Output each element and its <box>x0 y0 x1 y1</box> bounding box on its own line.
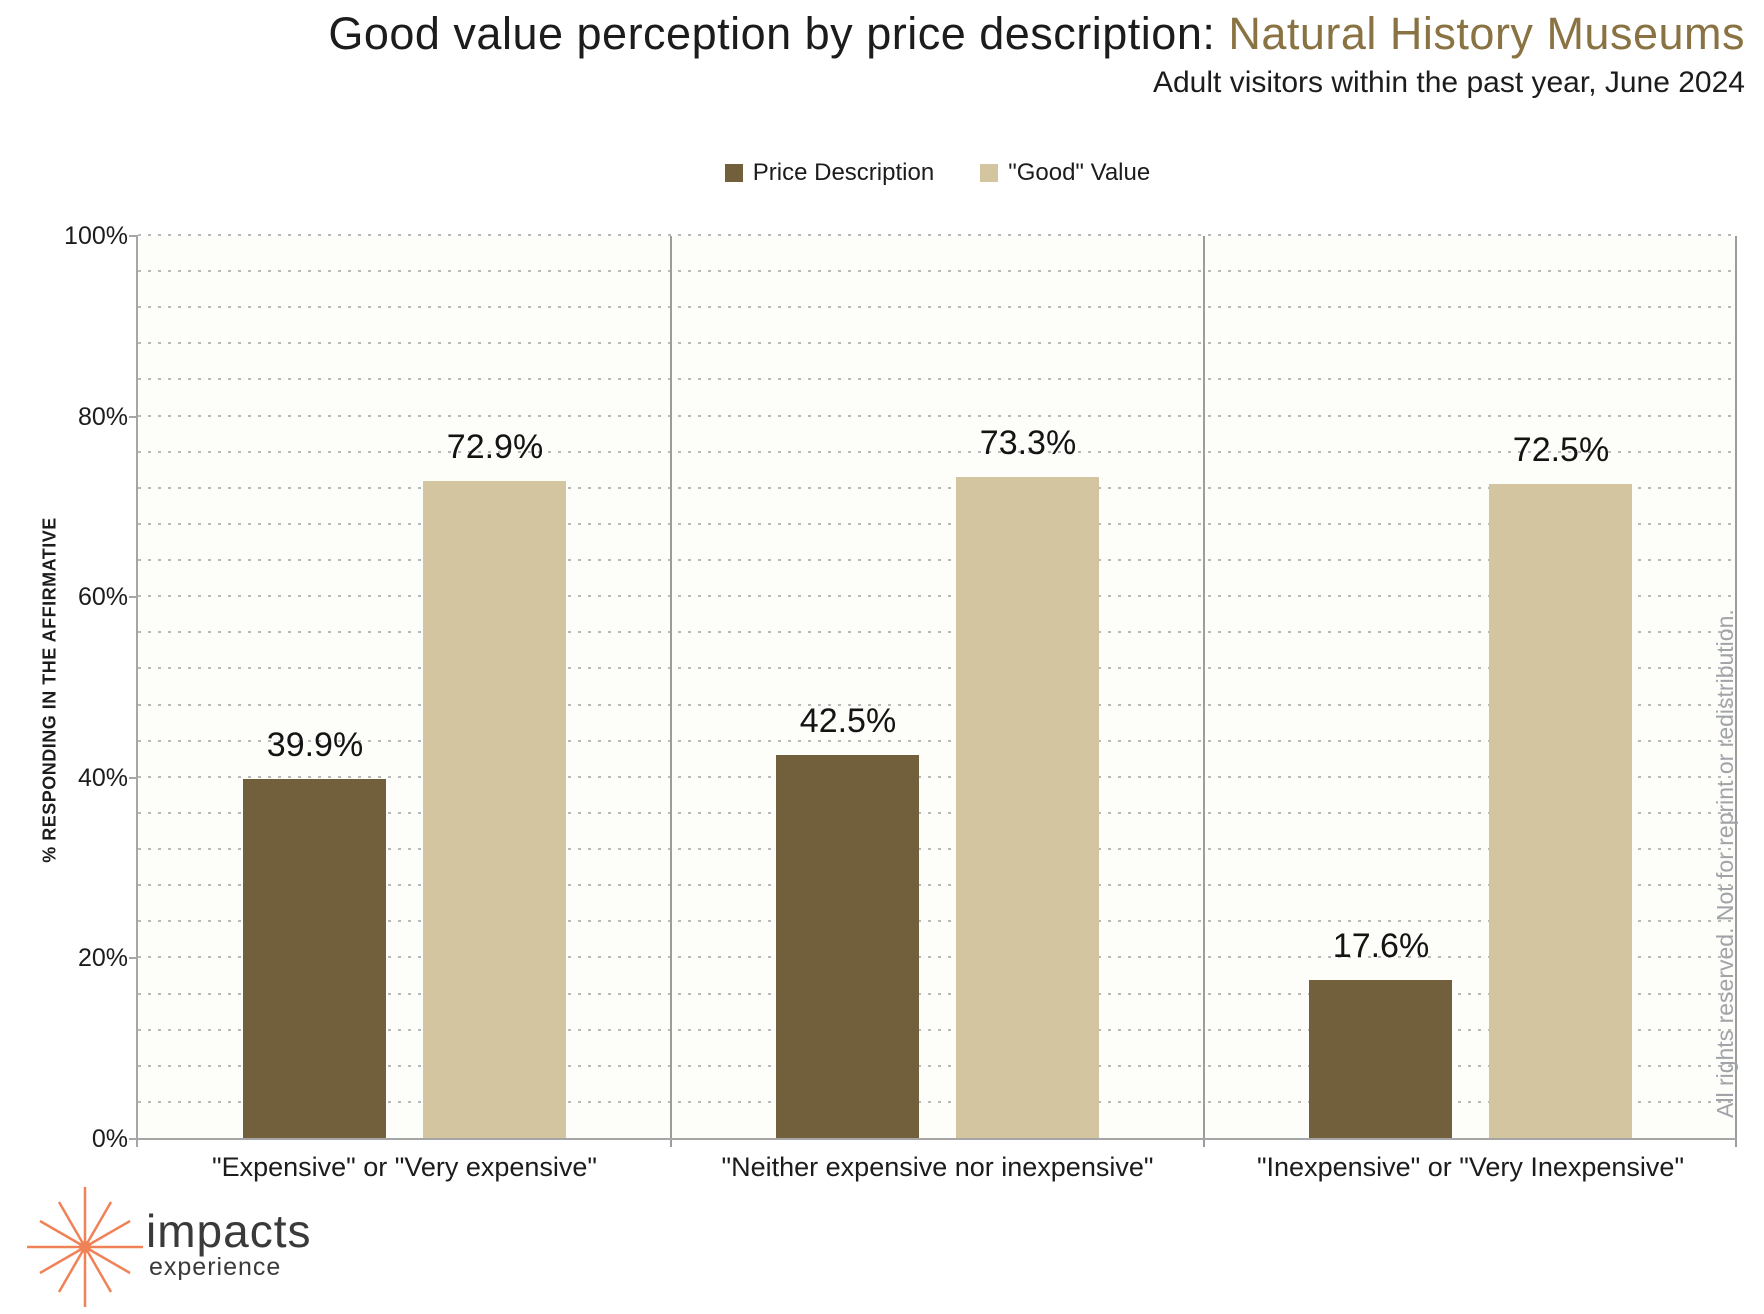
impacts-logo-icon <box>20 1182 150 1314</box>
bar-price-description-1 <box>776 755 919 1139</box>
x-axis-line <box>138 1138 1737 1140</box>
gridline <box>138 992 1737 995</box>
y-tick-label: 100% <box>64 222 128 250</box>
value-label: 73.3% <box>979 424 1077 463</box>
y-axis-line <box>136 236 138 1147</box>
gridline <box>138 378 1737 381</box>
logo-experience-text: experience <box>149 1253 282 1281</box>
bar-good-value-1 <box>956 477 1099 1139</box>
gridline <box>138 234 1737 236</box>
y-tick <box>129 416 138 418</box>
bar-good-value-2 <box>1489 484 1632 1139</box>
chart-title-highlight: Natural History Museums <box>1228 8 1745 59</box>
gridline <box>138 667 1737 670</box>
value-label: 72.9% <box>446 427 544 466</box>
y-axis-title: % RESPONDING IN THE AFFIRMATIVE <box>39 517 60 863</box>
gridline <box>138 559 1737 562</box>
gridline <box>138 811 1737 814</box>
legend-swatch-icon <box>980 164 999 182</box>
gridline <box>138 703 1737 706</box>
gridline <box>138 270 1737 273</box>
chart-title: Good value perception by price descripti… <box>328 8 1745 60</box>
plot-area: 39.9% 72.9% 42.5% 73.3% 17.6% 72.5% <box>138 234 1737 1147</box>
y-tick <box>129 777 138 779</box>
legend-label: "Good" Value <box>1008 159 1151 186</box>
panel-divider <box>1203 236 1205 1147</box>
gridline <box>138 414 1737 417</box>
gridline <box>138 631 1737 634</box>
value-label: 72.5% <box>1512 431 1610 470</box>
gridline <box>138 306 1737 309</box>
plot-right-border <box>1735 236 1737 1147</box>
gridline <box>138 739 1737 742</box>
bar-price-description-2 <box>1309 980 1452 1139</box>
category-label: "Expensive" or "Very expensive" <box>211 1152 598 1182</box>
gridline <box>138 956 1737 959</box>
legend-swatch-icon <box>724 164 743 182</box>
gridline <box>138 522 1737 525</box>
y-tick-label: 20% <box>77 944 128 972</box>
y-tick-label: 80% <box>77 403 128 431</box>
gridline <box>138 486 1737 489</box>
panel-divider <box>670 236 672 1147</box>
y-tick <box>129 596 138 598</box>
category-label: "Inexpensive" or "Very Inexpensive" <box>1256 1152 1685 1182</box>
gridline <box>138 1028 1737 1031</box>
category-label: "Neither expensive nor inexpensive" <box>721 1152 1154 1182</box>
y-tick <box>129 235 138 237</box>
legend-label: Price Description <box>752 159 935 186</box>
gridline <box>138 920 1737 923</box>
bar-price-description-0 <box>243 778 386 1139</box>
chart-subtitle: Adult visitors within the past year, Jun… <box>1152 66 1745 99</box>
logo-impacts-text: impacts <box>146 1205 312 1257</box>
chart-title-text: Good value perception by price descripti… <box>328 8 1229 59</box>
legend: Price Description "Good" Value <box>138 158 1737 188</box>
bar-good-value-0 <box>423 480 566 1139</box>
y-tick <box>129 957 138 959</box>
gridline <box>138 342 1737 345</box>
gridline <box>138 595 1737 598</box>
y-tick <box>129 1138 138 1140</box>
legend-item: "Good" Value <box>980 159 1150 187</box>
legend-item: Price Description <box>724 159 935 187</box>
y-tick-label: 40% <box>77 764 128 792</box>
value-label: 39.9% <box>266 725 364 764</box>
rights-watermark-text: All rights reserved. Not for reprint or … <box>1712 609 1738 1118</box>
gridline <box>138 848 1737 851</box>
value-label: 42.5% <box>799 702 897 741</box>
y-tick-label: 0% <box>91 1125 128 1153</box>
y-tick-label: 60% <box>77 583 128 611</box>
gridline <box>138 1100 1737 1103</box>
value-label: 17.6% <box>1332 927 1430 966</box>
gridline <box>138 450 1737 453</box>
category-axis: "Expensive" or "Very expensive" "Neither … <box>138 1152 1737 1192</box>
gridline <box>138 884 1737 887</box>
gridline <box>138 1064 1737 1067</box>
gridline <box>138 775 1737 778</box>
